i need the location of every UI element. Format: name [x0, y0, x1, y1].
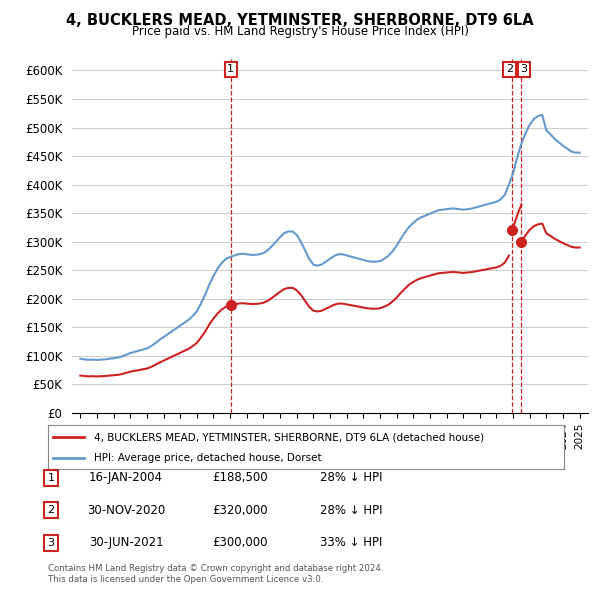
Text: 16-JAN-2004: 16-JAN-2004 — [89, 471, 163, 484]
Text: This data is licensed under the Open Government Licence v3.0.: This data is licensed under the Open Gov… — [48, 575, 323, 584]
Text: 3: 3 — [47, 538, 55, 548]
Text: 1: 1 — [47, 473, 55, 483]
Text: 28% ↓ HPI: 28% ↓ HPI — [320, 471, 382, 484]
Text: 28% ↓ HPI: 28% ↓ HPI — [320, 504, 382, 517]
Text: 4, BUCKLERS MEAD, YETMINSTER, SHERBORNE, DT9 6LA (detached house): 4, BUCKLERS MEAD, YETMINSTER, SHERBORNE,… — [94, 432, 485, 442]
Text: 30-JUN-2021: 30-JUN-2021 — [89, 536, 163, 549]
Text: 30-NOV-2020: 30-NOV-2020 — [87, 504, 165, 517]
Text: £300,000: £300,000 — [212, 536, 268, 549]
Text: 4, BUCKLERS MEAD, YETMINSTER, SHERBORNE, DT9 6LA: 4, BUCKLERS MEAD, YETMINSTER, SHERBORNE,… — [66, 13, 534, 28]
Text: 33% ↓ HPI: 33% ↓ HPI — [320, 536, 382, 549]
Text: Price paid vs. HM Land Registry's House Price Index (HPI): Price paid vs. HM Land Registry's House … — [131, 25, 469, 38]
Text: £188,500: £188,500 — [212, 471, 268, 484]
Text: 2: 2 — [47, 506, 55, 515]
Text: HPI: Average price, detached house, Dorset: HPI: Average price, detached house, Dors… — [94, 453, 322, 463]
Text: £320,000: £320,000 — [212, 504, 268, 517]
Text: Contains HM Land Registry data © Crown copyright and database right 2024.: Contains HM Land Registry data © Crown c… — [48, 565, 383, 573]
Text: 1: 1 — [227, 64, 234, 74]
Text: 2: 2 — [506, 64, 513, 74]
Text: 3: 3 — [520, 64, 527, 74]
